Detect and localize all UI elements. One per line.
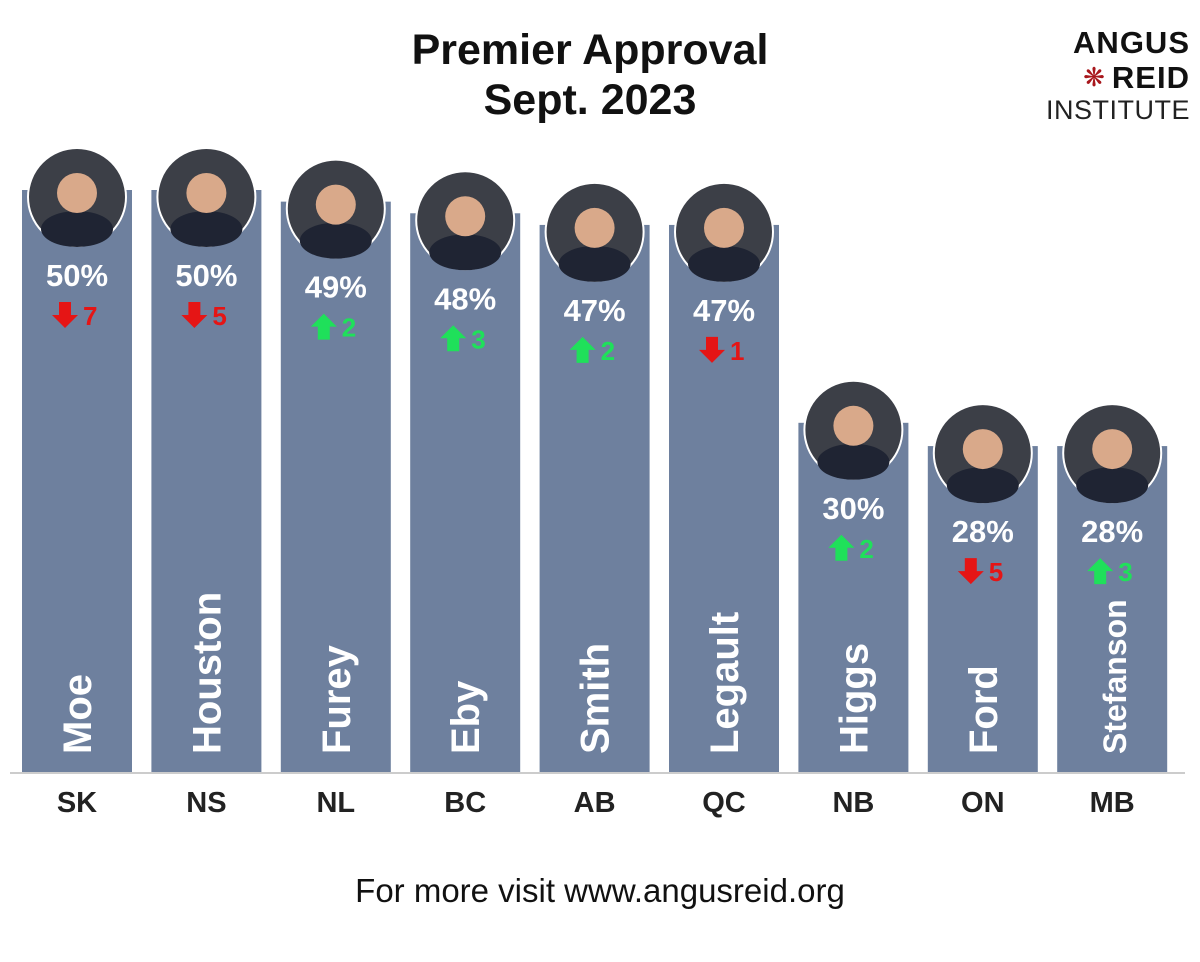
value-label: 30%	[822, 491, 884, 526]
value-label: 50%	[46, 258, 108, 293]
value-label: 28%	[1081, 514, 1143, 549]
logo-line1: ANGUS	[1073, 25, 1190, 60]
chart-title-line2: Sept. 2023	[483, 76, 697, 124]
category-label: SK	[57, 787, 97, 819]
premier-name: Furey	[315, 644, 359, 754]
premier-photo-face	[315, 184, 356, 225]
premier-name: Moe	[56, 674, 100, 754]
bar	[151, 190, 262, 772]
change-amount: 3	[1118, 557, 1132, 587]
premier-photo-shoulders	[817, 443, 890, 480]
change-amount: 3	[471, 324, 485, 354]
bar	[410, 213, 521, 772]
value-label: 50%	[175, 258, 237, 293]
footer-link-text: For more visit www.angusreid.org	[355, 872, 845, 909]
change-amount: 2	[342, 313, 356, 343]
bar	[22, 190, 132, 772]
change-amount: 7	[83, 301, 97, 331]
arrow-down-icon	[699, 336, 725, 363]
premier-photo-face	[186, 173, 227, 213]
premier-photo-shoulders	[688, 245, 760, 282]
premier-name: Ford	[962, 665, 1006, 754]
arrow-down-icon	[181, 302, 208, 328]
category-label: NS	[186, 787, 226, 819]
premier-photo-shoulders	[946, 467, 1019, 504]
premier-name: Smith	[574, 643, 618, 754]
value-label: 48%	[434, 281, 496, 316]
maple-leaf-icon: ❋	[1083, 62, 1106, 92]
premier-photo-shoulders	[41, 211, 113, 247]
chart-title-line1: Premier Approval	[411, 26, 769, 74]
premier-photo-face	[445, 196, 486, 237]
premier-name: Higgs	[832, 643, 876, 754]
value-label: 28%	[952, 514, 1014, 549]
value-label: 49%	[305, 270, 367, 305]
bar	[669, 224, 779, 773]
bar	[280, 201, 391, 772]
premier-name: Eby	[444, 680, 488, 754]
premier-photo-shoulders	[1076, 467, 1149, 504]
change-amount: 5	[989, 557, 1003, 587]
arrow-down-icon	[957, 558, 984, 585]
angus-reid-logo: ANGUS ❋ REID INSTITUTE	[1010, 25, 1190, 126]
category-label: NB	[832, 787, 874, 819]
category-label: BC	[444, 787, 486, 819]
value-label: 47%	[564, 293, 626, 328]
premier-name: Houston	[185, 592, 229, 754]
premier-photo-face	[1092, 429, 1133, 470]
category-label: QC	[702, 787, 746, 819]
arrow-up-icon	[1087, 558, 1114, 585]
change-amount: 2	[859, 534, 873, 564]
premier-name: Stefanson	[1097, 599, 1133, 754]
premier-photo-face	[57, 173, 97, 213]
premier-photo-face	[833, 405, 874, 446]
change-amount: 2	[601, 336, 615, 366]
arrow-up-icon	[440, 325, 467, 352]
premier-photo-shoulders	[429, 234, 502, 271]
change-amount: 1	[730, 336, 744, 366]
premier-photo-shoulders	[558, 245, 631, 282]
premier-photo-face	[704, 207, 744, 248]
arrow-up-icon	[310, 313, 337, 340]
premier-name: Legault	[703, 612, 747, 754]
category-label: NL	[316, 787, 355, 819]
arrow-up-icon	[828, 534, 855, 561]
change-amount: 5	[212, 301, 226, 331]
category-label: MB	[1090, 787, 1135, 819]
bar	[798, 422, 909, 772]
category-label: ON	[961, 787, 1005, 819]
arrow-up-icon	[569, 336, 596, 363]
bar	[539, 224, 650, 773]
premier-photo-shoulders	[170, 211, 243, 247]
value-label: 47%	[693, 293, 755, 328]
arrow-down-icon	[52, 302, 78, 328]
premier-photo-face	[574, 207, 615, 248]
category-label: AB	[574, 787, 616, 819]
premier-photo-shoulders	[299, 222, 372, 259]
logo-line3: INSTITUTE	[1046, 95, 1190, 125]
premier-photo-face	[962, 429, 1003, 470]
logo-line2: REID	[1111, 60, 1190, 95]
